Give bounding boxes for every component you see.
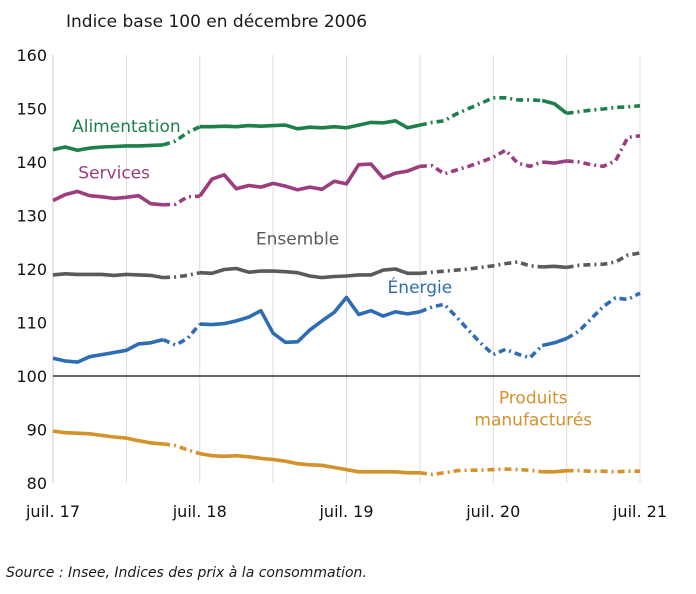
y-tick-label: 140: [16, 153, 47, 172]
series-segment: [163, 270, 201, 280]
y-tick-label: 80: [27, 474, 47, 493]
series-segment: [199, 451, 420, 475]
series-segment: [419, 302, 544, 360]
series-line-4: [52, 429, 641, 477]
series-segment: [52, 337, 164, 364]
y-tick-label: 90: [27, 421, 47, 440]
series-segment: [541, 336, 568, 348]
series-group: [52, 96, 641, 477]
series-segment: [162, 322, 202, 347]
series-segment: [199, 119, 421, 131]
series-segment: [419, 148, 543, 176]
series-labels: Alimentation Services Ensemble Énergie Produ…: [72, 117, 592, 431]
x-tick-label: juil. 21: [612, 502, 667, 521]
x-tick-label: juil. 19: [318, 502, 373, 521]
series-line-2: [52, 251, 641, 280]
series-label: Produits manufacturés: [474, 389, 592, 431]
series-label: Énergie: [388, 276, 453, 298]
series-label: Services: [78, 163, 150, 183]
series-segment: [199, 295, 421, 345]
source-note: Source : Insee, Indices des prix à la co…: [6, 565, 367, 581]
series-segment: [566, 251, 641, 270]
series-line-1: [52, 134, 641, 207]
grid: [52, 55, 641, 483]
x-tick-label: juil. 18: [172, 502, 227, 521]
series-segment: [162, 442, 201, 456]
x-tick-label: juil. 20: [465, 502, 520, 521]
series-segment: [419, 467, 543, 477]
y-tick-label: 130: [16, 207, 47, 226]
series-segment: [542, 159, 567, 165]
series-segment: [566, 468, 640, 474]
series-label: Alimentation: [72, 117, 181, 137]
y-tick-label: 120: [16, 260, 47, 279]
series-segment: [52, 143, 164, 152]
y-tick-label: 160: [16, 46, 47, 65]
series-line-3: [52, 291, 641, 364]
series-segment: [419, 260, 543, 276]
series-segment: [163, 194, 200, 207]
y-tick-label: 100: [16, 367, 47, 386]
series-label-line: Produits: [499, 389, 568, 409]
series-segment: [52, 271, 164, 280]
y-axis: 80 90 100 110 120 130 140 150 160: [16, 46, 47, 493]
series-line-0: [52, 96, 641, 152]
series-label-line: manufacturés: [474, 411, 592, 431]
series-segment: [542, 264, 567, 270]
y-tick-label: 110: [16, 314, 47, 333]
y-tick-label: 150: [16, 100, 47, 119]
series-segment: [566, 104, 641, 116]
x-tick-label: juil. 17: [25, 502, 80, 521]
series-label: Ensemble: [256, 230, 339, 250]
series-segment: [162, 125, 201, 147]
series-segment: [565, 291, 641, 341]
series-segment: [198, 162, 421, 198]
series-segment: [541, 98, 568, 115]
chart-title: Indice base 100 en décembre 2006: [66, 12, 368, 32]
series-segment: [52, 429, 164, 446]
x-axis: juil. 17 juil. 18 juil. 19 juil. 20 juil. 21: [25, 502, 667, 521]
series-segment: [419, 96, 543, 127]
series-segment: [542, 468, 567, 474]
series-segment: [199, 266, 420, 280]
series-segment: [566, 134, 641, 169]
series-segment: [52, 189, 164, 207]
